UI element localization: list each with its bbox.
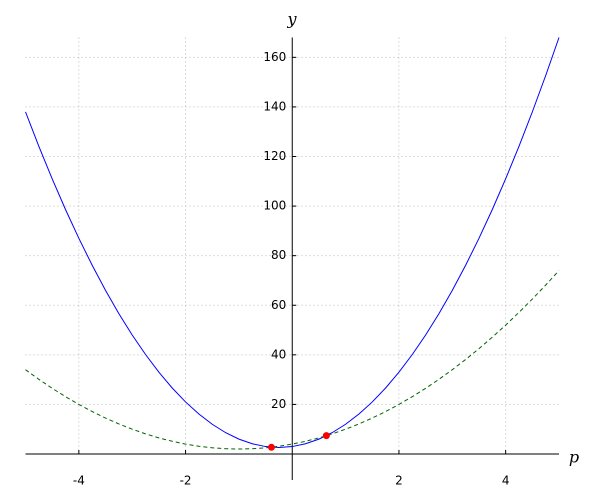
intersection-point (267, 443, 275, 451)
y-tick-label: 20 (271, 397, 286, 411)
x-tick-label: -4 (73, 474, 85, 488)
x-axis-label: p (569, 448, 579, 467)
y-tick-label: 100 (263, 199, 286, 213)
y-tick-label: 60 (271, 298, 286, 312)
y-axis-label: y (286, 10, 297, 29)
y-tick-label: 80 (271, 248, 286, 262)
curve (25, 270, 560, 450)
y-tick-label: 160 (263, 50, 286, 64)
intersection-point (322, 432, 330, 440)
curve (25, 37, 560, 448)
y-tick-label: 120 (263, 149, 286, 163)
y-tick-label: 140 (263, 99, 286, 113)
y-tick-label: 40 (271, 347, 286, 361)
x-tick-label: 4 (502, 474, 510, 488)
x-tick-label: -2 (180, 474, 192, 488)
x-tick-label: 2 (395, 474, 403, 488)
